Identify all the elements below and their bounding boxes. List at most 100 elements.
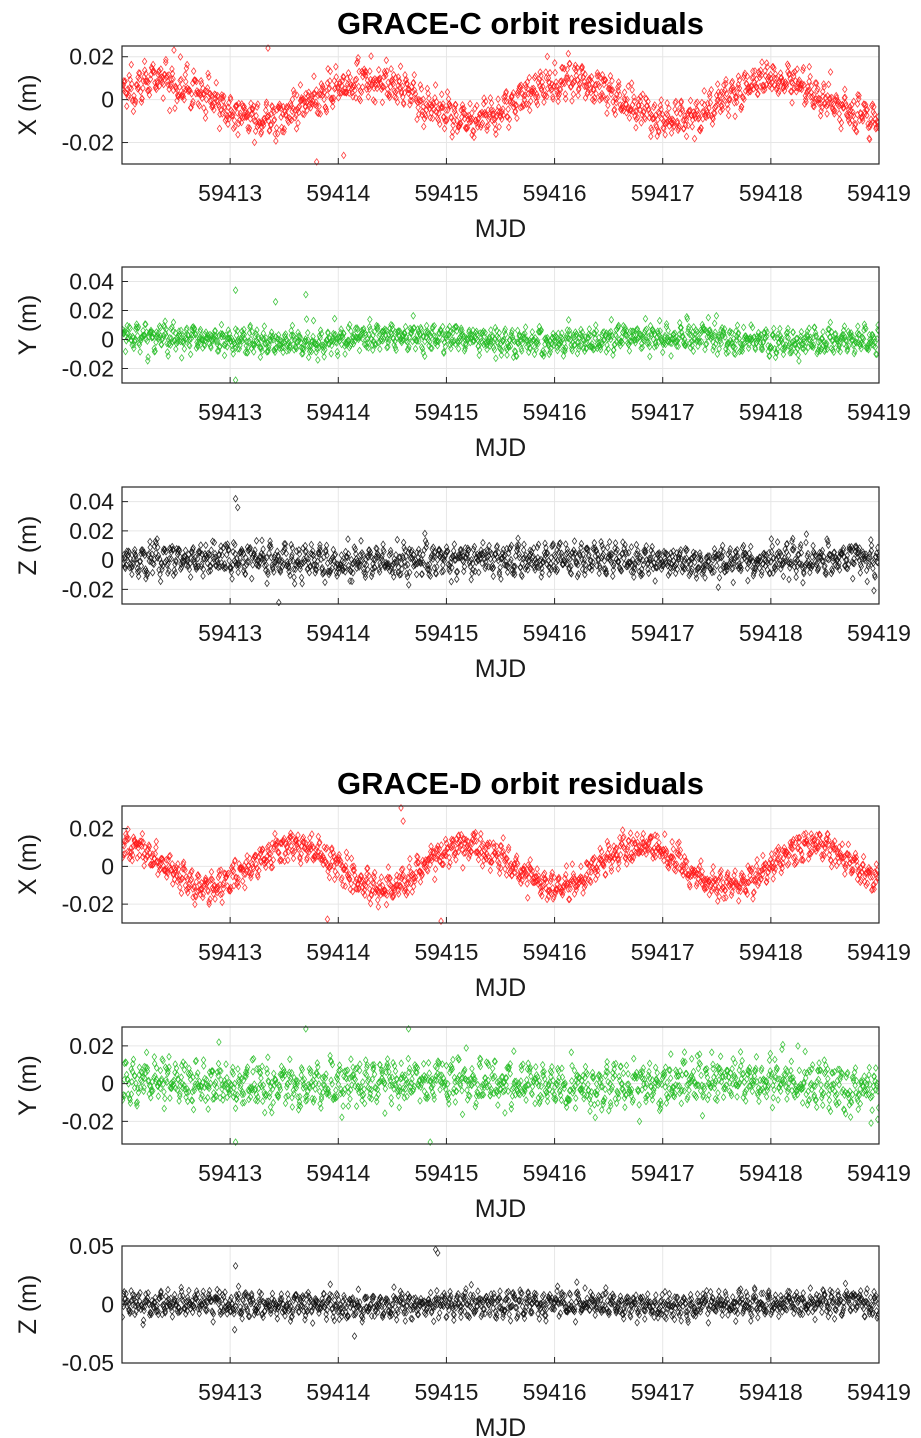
data-point	[232, 494, 239, 503]
data-point	[551, 341, 557, 350]
data-point	[382, 69, 388, 78]
data-point	[157, 323, 164, 332]
data-point	[248, 335, 254, 344]
data-point	[297, 333, 303, 342]
data-point	[187, 350, 194, 359]
data-point	[507, 99, 514, 107]
data-point	[822, 339, 829, 348]
data-point	[840, 544, 847, 552]
data-point	[634, 325, 641, 333]
data-point	[468, 847, 474, 856]
data-point	[286, 346, 292, 355]
data-point	[236, 559, 242, 568]
data-point	[449, 552, 456, 561]
data-point	[218, 559, 225, 567]
data-point	[554, 346, 561, 355]
data-point	[747, 555, 753, 564]
data-point	[813, 332, 820, 341]
data-point	[836, 566, 843, 574]
data-point	[600, 550, 607, 559]
data-point	[820, 328, 826, 336]
data-point	[801, 569, 807, 578]
data-point	[539, 564, 545, 573]
data-point	[388, 65, 394, 73]
data-point	[133, 97, 139, 106]
data-point	[310, 316, 317, 325]
data-point	[441, 349, 447, 358]
data-point	[456, 838, 463, 847]
data-point	[295, 831, 301, 839]
data-point	[705, 313, 712, 322]
data-point	[187, 341, 193, 350]
data-point	[366, 85, 372, 94]
data-point	[585, 334, 592, 342]
data-point	[680, 564, 687, 573]
data-point	[770, 569, 776, 577]
data-point	[141, 861, 147, 870]
data-point	[849, 547, 855, 556]
data-point	[308, 845, 314, 854]
data-point	[650, 549, 656, 558]
data-point	[749, 553, 755, 562]
data-point	[153, 837, 159, 846]
data-point	[151, 68, 157, 77]
data-point	[147, 543, 153, 552]
data-point	[401, 543, 407, 552]
data-point	[717, 565, 724, 574]
data-point	[558, 338, 564, 347]
data-point	[369, 569, 376, 578]
data-point	[157, 74, 163, 83]
data-point	[609, 86, 616, 94]
data-point	[440, 567, 446, 575]
data-point	[140, 838, 146, 847]
data-point	[130, 842, 137, 851]
data-point	[868, 541, 875, 550]
data-point	[860, 548, 866, 556]
data-point	[671, 122, 677, 130]
data-point	[283, 549, 289, 558]
data-point	[715, 583, 721, 592]
data-point	[276, 849, 282, 857]
data-point	[538, 71, 544, 80]
data-point	[475, 342, 482, 350]
data-point	[125, 834, 132, 843]
data-point	[211, 90, 218, 99]
data-point	[342, 882, 348, 891]
data-point	[759, 345, 766, 354]
data-point	[179, 90, 186, 98]
data-point	[419, 870, 425, 879]
data-point	[626, 347, 633, 355]
data-point	[431, 321, 437, 330]
data-point	[658, 96, 664, 104]
data-point	[673, 553, 679, 562]
data-point	[169, 542, 175, 551]
data-point	[832, 96, 838, 105]
data-point	[310, 561, 316, 570]
data-point	[305, 554, 311, 563]
data-point	[850, 108, 856, 117]
data-point	[495, 556, 501, 565]
data-point	[534, 543, 541, 552]
data-point	[140, 77, 146, 86]
data-point	[428, 842, 434, 851]
data-point	[784, 332, 790, 341]
data-point	[165, 869, 171, 878]
data-point	[541, 98, 547, 106]
data-point	[331, 862, 337, 871]
data-point	[299, 579, 305, 588]
data-point	[788, 78, 794, 86]
data-point	[441, 556, 448, 565]
data-point	[697, 549, 703, 557]
data-point	[185, 331, 192, 340]
data-point	[464, 843, 470, 852]
data-point	[609, 550, 615, 559]
data-point	[218, 866, 224, 875]
data-point	[832, 106, 838, 115]
data-point	[330, 334, 336, 343]
data-point	[122, 850, 127, 859]
data-point	[291, 847, 298, 856]
data-point	[672, 105, 678, 114]
data-point	[574, 558, 580, 566]
data-point	[333, 73, 339, 81]
data-point	[657, 327, 663, 335]
